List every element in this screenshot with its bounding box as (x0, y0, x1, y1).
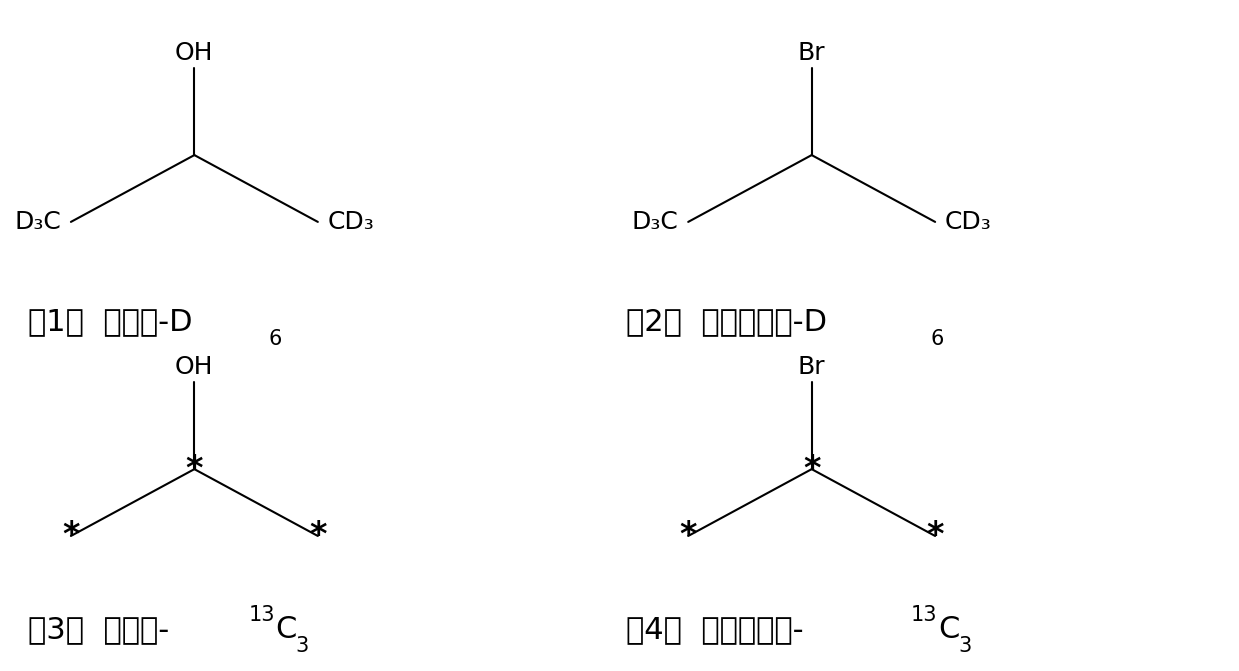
Text: C: C (275, 615, 297, 644)
Text: D₃C: D₃C (15, 210, 61, 234)
Text: *: * (679, 519, 698, 552)
Text: OH: OH (175, 41, 213, 65)
Text: （4）  湴代异丙烷-: （4） 湴代异丙烷- (627, 615, 804, 644)
Text: 3: 3 (295, 636, 309, 656)
Text: CD₃: CD₃ (945, 210, 991, 234)
Text: Br: Br (798, 355, 825, 379)
Text: 3: 3 (958, 636, 971, 656)
Text: *: * (186, 453, 203, 486)
Text: C: C (938, 615, 959, 644)
Text: CD₃: CD₃ (327, 210, 374, 234)
Text: （3）  异丙醇-: （3） 异丙醇- (27, 615, 169, 644)
Text: 6: 6 (930, 329, 944, 349)
Text: （1）  异丙醇-D: （1） 异丙醇-D (27, 307, 192, 337)
Text: D₃C: D₃C (632, 210, 678, 234)
Text: Br: Br (798, 41, 825, 65)
Text: *: * (803, 453, 820, 486)
Text: *: * (927, 519, 944, 552)
Text: （2）  湴代异丙烷-D: （2） 湴代异丙烷-D (627, 307, 828, 337)
Text: *: * (62, 519, 79, 552)
Text: 13: 13 (911, 605, 938, 625)
Text: OH: OH (175, 355, 213, 379)
Text: 13: 13 (249, 605, 275, 625)
Text: 6: 6 (268, 329, 281, 349)
Text: *: * (309, 519, 327, 552)
